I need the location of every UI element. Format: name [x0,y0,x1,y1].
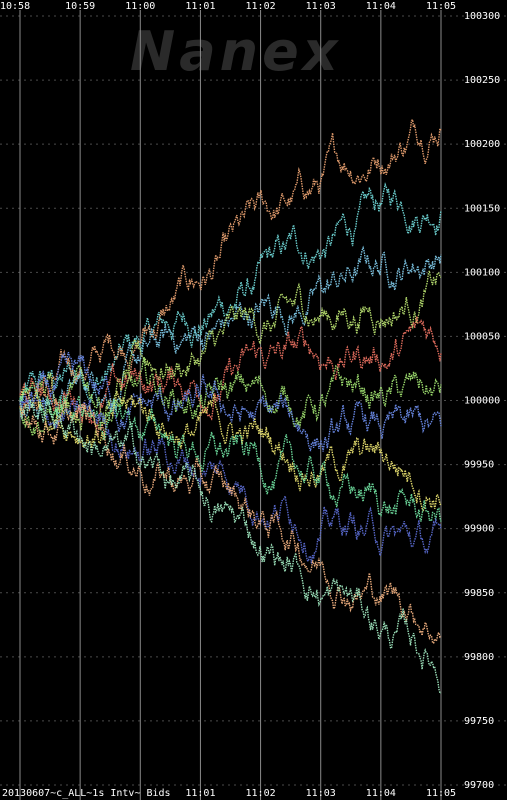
watermark: Nanex [130,20,342,83]
series-line-6 [19,356,442,438]
x-tick-label: 11:02 [246,1,276,12]
series-line-2 [19,118,442,419]
y-tick-label: 99850 [464,588,494,599]
series-line-8 [19,388,442,512]
x-tick-label-bottom: 11:04 [366,788,396,799]
grid [0,10,507,800]
x-tick-label: 11:03 [306,1,336,12]
y-tick-label: 100300 [464,11,500,22]
y-tick-label: 99900 [464,524,494,535]
y-tick-label: 100150 [464,203,500,214]
x-tick-label: 10:58 [0,1,30,12]
x-tick-label-bottom: 11:03 [306,788,336,799]
y-tick-label: 100250 [464,75,500,86]
series-line-7 [19,351,442,452]
x-tick-label: 11:01 [185,1,215,12]
y-tick-labels: 100300 100250 100200 100150 100100 100050 1000… [464,11,500,791]
y-tick-label: 100100 [464,267,500,278]
y-tick-label: 100000 [464,396,500,407]
y-tick-label: 99750 [464,716,494,727]
x-tick-label-bottom: 11:01 [185,788,215,799]
chart-caption: 20130607~c_ALL~1s Intv~ Bids [2,788,171,799]
series-line-5 [19,316,442,430]
x-tick-label-bottom: 11:05 [426,788,456,799]
series-line-3 [19,245,442,420]
x-tick-labels: 10:58 10:59 11:00 11:01 11:02 11:03 11:04 11:05… [0,1,456,799]
series-group [19,118,442,694]
y-tick-label: 99800 [464,652,494,663]
x-tick-label: 11:04 [366,1,396,12]
series-line-1 [19,182,442,404]
series-line-11 [19,400,442,644]
x-tick-label: 11:00 [125,1,155,12]
series-line-4 [19,270,442,431]
x-tick-label: 11:05 [426,1,456,12]
y-tick-label: 99950 [464,460,494,471]
series-line-12 [19,399,442,694]
y-tick-label: 100050 [464,331,500,342]
x-tick-label-bottom: 11:02 [246,788,276,799]
y-tick-label: 99700 [464,780,494,791]
x-tick-label: 10:59 [65,1,95,12]
y-tick-label: 100200 [464,139,500,150]
series-line-9 [19,385,442,523]
